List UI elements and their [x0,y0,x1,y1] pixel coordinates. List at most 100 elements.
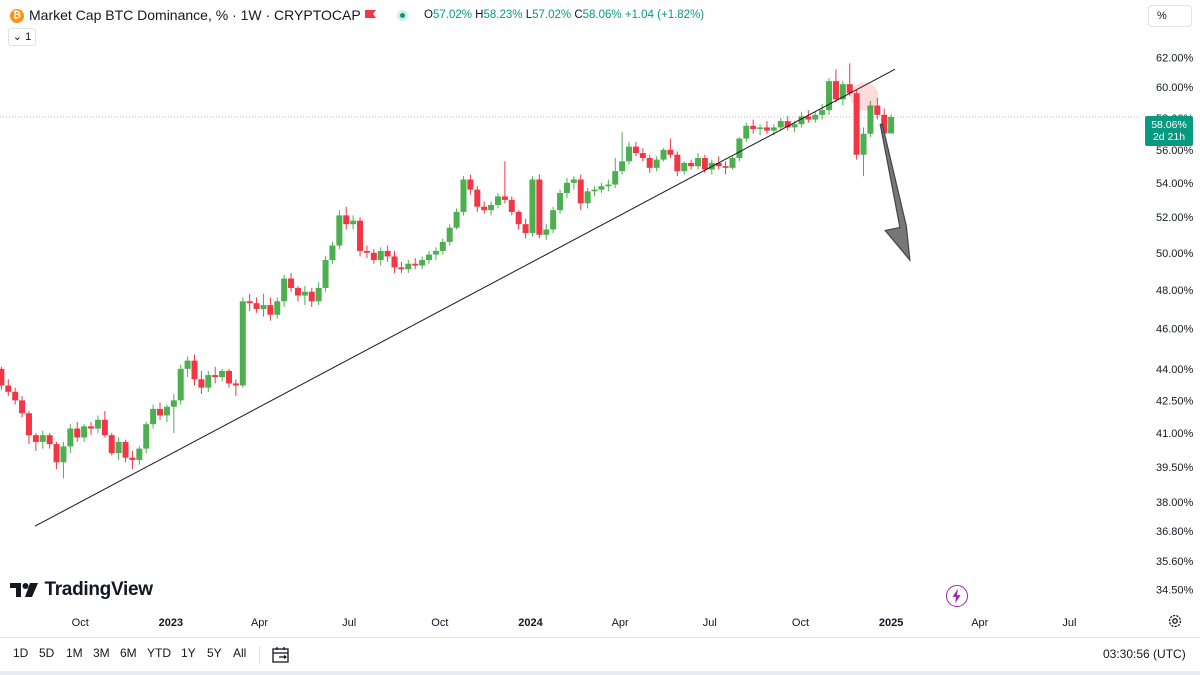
candle [46,432,53,449]
candle [446,224,453,246]
candle [722,161,729,175]
candle [460,176,467,216]
range-1d-button[interactable]: 1D [13,646,29,660]
candle [391,250,398,273]
candle [12,387,19,405]
price-axis-label: 35.60% [1156,556,1194,568]
candle [667,138,674,158]
candle [626,141,633,165]
symbol-title[interactable]: Market Cap BTC Dominance, % · 1W · CRYPT… [29,7,361,23]
candle [736,136,743,162]
price-axis-label: 36.80% [1156,526,1194,538]
tradingview-logo[interactable]: TradingView [10,579,153,601]
ohlc-values: O57.02% H58.23% L57.02% C58.06% +1.04 (+… [424,9,704,21]
candle [474,186,481,212]
candle [377,247,384,266]
candle [122,439,129,463]
candle [619,132,626,175]
price-axis-label: 48.00% [1156,285,1194,297]
price-axis-label: 38.00% [1156,497,1194,509]
candle [681,161,688,175]
candle [591,186,598,197]
candle [419,256,426,270]
candle [839,81,846,106]
utc-clock[interactable]: 03:30:56 (UTC) [1103,647,1186,661]
price-axis-label: 60.00% [1156,82,1194,94]
candle [343,206,350,230]
price-axis-label: 50.00% [1156,248,1194,260]
candle [60,441,67,479]
candle [143,421,150,454]
candle [232,379,239,397]
candle [412,258,419,270]
candle [812,111,819,123]
flag-icon[interactable] [364,9,377,21]
candle [129,450,136,470]
candle [370,249,377,264]
unit-selector[interactable]: % [1148,5,1192,27]
candle [19,396,26,418]
candle [501,161,508,204]
lightning-icon[interactable] [946,585,968,607]
candle [363,245,370,259]
range-6m-button[interactable]: 6M [120,646,137,660]
candle [108,432,115,456]
candle [674,151,681,177]
candle [350,215,357,230]
candle [743,122,750,142]
collapse-indicators-button[interactable]: ⌄ 1 [8,28,36,46]
candle [315,282,322,306]
highlight-marker [850,82,879,111]
range-1y-button[interactable]: 1Y [181,646,196,660]
time-axis-label: Oct [431,617,448,629]
candle [288,272,295,292]
bitcoin-icon: ₿ [10,9,24,23]
candles-layer [0,63,895,479]
candle [763,121,770,134]
candle [260,293,267,317]
candle [94,415,101,433]
ohlc-open: 57.02% [432,9,472,21]
candle [598,182,605,194]
range-ytd-button[interactable]: YTD [147,646,171,660]
ohlc-high: 58.23% [483,9,523,21]
time-axis-label: Oct [792,617,809,629]
time-axis: JulOct2023AprJulOct2024AprJulOct2025AprJ… [72,617,1077,629]
candle [563,177,570,199]
time-axis-label: 2024 [518,617,543,629]
time-axis-label: Jul [703,617,717,629]
market-status-icon [397,10,408,21]
candle [32,432,39,451]
candle [584,187,591,209]
candle [453,208,460,230]
range-3m-button[interactable]: 3M [93,646,110,660]
range-5d-button[interactable]: 5D [39,646,55,660]
range-all-button[interactable]: All [233,646,247,660]
candle [494,193,501,209]
candle [853,90,860,160]
ohlc-low: 57.02% [532,9,572,21]
range-5y-button[interactable]: 5Y [207,646,222,660]
chart-canvas[interactable]: 62.00%60.00%58.00%56.00%54.00%52.00%50.0… [0,0,1200,637]
candle [660,148,667,162]
time-axis-label: Apr [971,617,988,629]
time-axis-label: Jul [1062,617,1076,629]
candle [688,159,695,170]
candle [729,156,736,170]
candle [632,141,639,157]
price-axis-label: 52.00% [1156,212,1194,224]
candle [384,245,391,262]
candle [212,366,219,384]
price-axis-label: 41.00% [1156,428,1194,440]
bottom-border [0,671,1200,675]
candle [784,116,791,131]
settings-gear-icon[interactable] [1167,613,1183,629]
candle [67,424,74,454]
ohlc-close-label: C [574,9,583,21]
calendar-range-icon[interactable] [271,645,291,665]
range-1m-button[interactable]: 1M [66,646,83,660]
candle [157,402,164,420]
candle [646,154,653,173]
candle [329,241,336,264]
candle [826,78,833,115]
